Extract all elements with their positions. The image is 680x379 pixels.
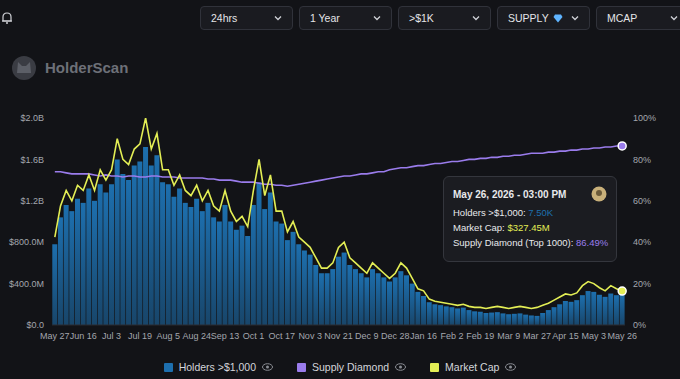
html-text:Holders >$1,000: 7.50K: Holders >$1,000: 7.50K [453,207,554,218]
svg-text:Nov 21: Nov 21 [324,331,353,341]
svg-text:May 26: May 26 [607,331,637,341]
svg-text:Oct 1: Oct 1 [243,331,265,341]
svg-text:80%: 80% [633,155,651,165]
svg-text:Oct 17: Oct 17 [269,331,296,341]
svg-text:Feb 2: Feb 2 [440,331,463,341]
svg-text:Nov 3: Nov 3 [298,331,322,341]
svg-text:$2.0B: $2.0B [20,113,44,123]
svg-text:Mar 27: Mar 27 [523,331,551,341]
svg-text:Dec 28: Dec 28 [381,331,410,341]
html-text:>$1K: >$1K [409,12,434,24]
svg-text:Feb 19: Feb 19 [466,331,494,341]
html-text:SUPPLY: SUPPLY [508,12,549,24]
svg-text:Aug 24: Aug 24 [182,331,211,341]
svg-text:Jun 16: Jun 16 [70,331,97,341]
svg-text:$0.0: $0.0 [26,320,44,330]
svg-text:40%: 40% [633,237,651,247]
html-text:Supply Diamond: Supply Diamond [312,361,390,373]
svg-text:60%: 60% [633,196,651,206]
html-text:Holders >$1,000: Holders >$1,000 [178,361,256,373]
svg-text:Apr 15: Apr 15 [552,331,579,341]
svg-text:$400.0M: $400.0M [9,279,44,289]
html-text:Market Cap: Market Cap [445,361,500,373]
svg-text:100%: 100% [633,113,656,123]
svg-text:Jan 16: Jan 16 [410,331,437,341]
html-text:HolderScan: HolderScan [45,59,129,76]
svg-text:0%: 0% [633,320,646,330]
html-text:Market Cap: $327.45M: Market Cap: $327.45M [453,222,550,233]
svg-text:Jul 3: Jul 3 [102,331,121,341]
html-text:1 Year: 1 Year [310,12,340,24]
svg-text:May 3: May 3 [582,331,607,341]
svg-text:$1.2B: $1.2B [20,196,44,206]
html-text:24hrs: 24hrs [211,12,238,24]
svg-text:May 27: May 27 [40,331,70,341]
html-text:MCAP: MCAP [607,12,638,24]
svg-text:Sep 13: Sep 13 [211,331,240,341]
svg-text:$800.0M: $800.0M [9,237,44,247]
html-text:Supply Diamond (Top 1000): 86.: Supply Diamond (Top 1000): 86.49% [453,237,609,248]
svg-text:Aug 5: Aug 5 [157,331,181,341]
svg-text:Mar 9: Mar 9 [497,331,520,341]
html-text:May 26, 2026 - 03:00 PM: May 26, 2026 - 03:00 PM [453,188,567,200]
svg-text:$1.6B: $1.6B [20,155,44,165]
svg-text:Dec 9: Dec 9 [355,331,379,341]
svg-text:Jul 19: Jul 19 [128,331,152,341]
svg-text:20%: 20% [633,279,651,289]
